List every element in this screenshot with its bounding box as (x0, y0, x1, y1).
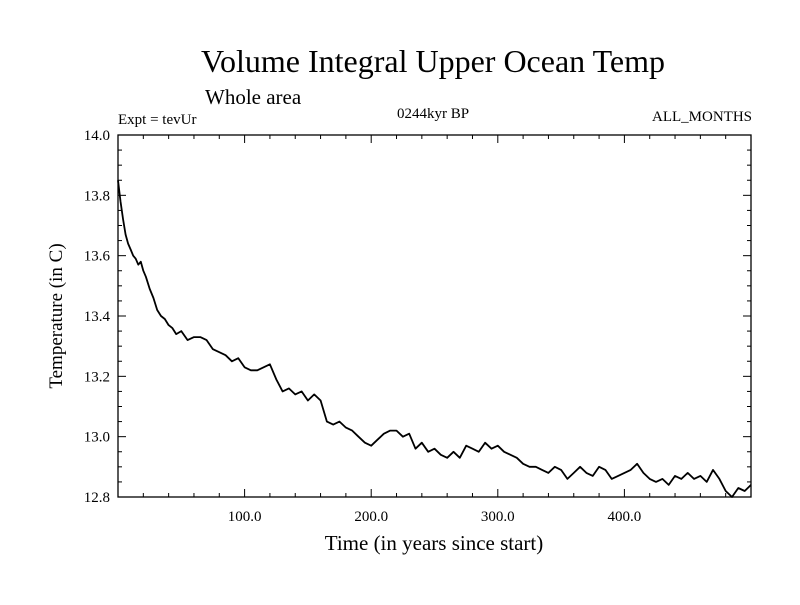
y-axis-label: Temperature (in C) (46, 243, 67, 388)
annotation-right: ALL_MONTHS (652, 109, 752, 125)
x-tick-label: 400.0 (608, 509, 642, 525)
y-axis-tick-labels: 12.8 13.0 13.2 13.4 13.6 13.8 14.0 (84, 128, 111, 506)
y-tick-label: 13.8 (84, 188, 110, 204)
y-axis-ticks (118, 149, 751, 483)
x-axis-ticks (142, 135, 727, 497)
annotation-left: Expt = tevUr (118, 112, 196, 128)
annotation-center: 0244kyr BP (397, 106, 469, 122)
series-line (117, 180, 752, 498)
x-tick-label: 200.0 (354, 509, 388, 525)
y-tick-label: 13.6 (84, 249, 111, 265)
y-tick-label: 14.0 (84, 128, 110, 144)
plot-frame (117, 134, 752, 498)
y-tick-label: 13.0 (84, 430, 110, 446)
y-tick-label: 12.8 (84, 490, 110, 506)
x-axis-tick-labels: 100.0 200.0 300.0 400.0 (228, 509, 642, 525)
x-tick-label: 100.0 (228, 509, 262, 525)
chart-subtitle: Whole area (205, 85, 302, 109)
x-axis-label: Time (in years since start) (325, 531, 544, 555)
y-tick-label: 13.2 (84, 369, 110, 385)
y-tick-label: 13.4 (84, 309, 111, 325)
x-tick-label: 300.0 (481, 509, 515, 525)
chart-title: Volume Integral Upper Ocean Temp (201, 43, 665, 79)
